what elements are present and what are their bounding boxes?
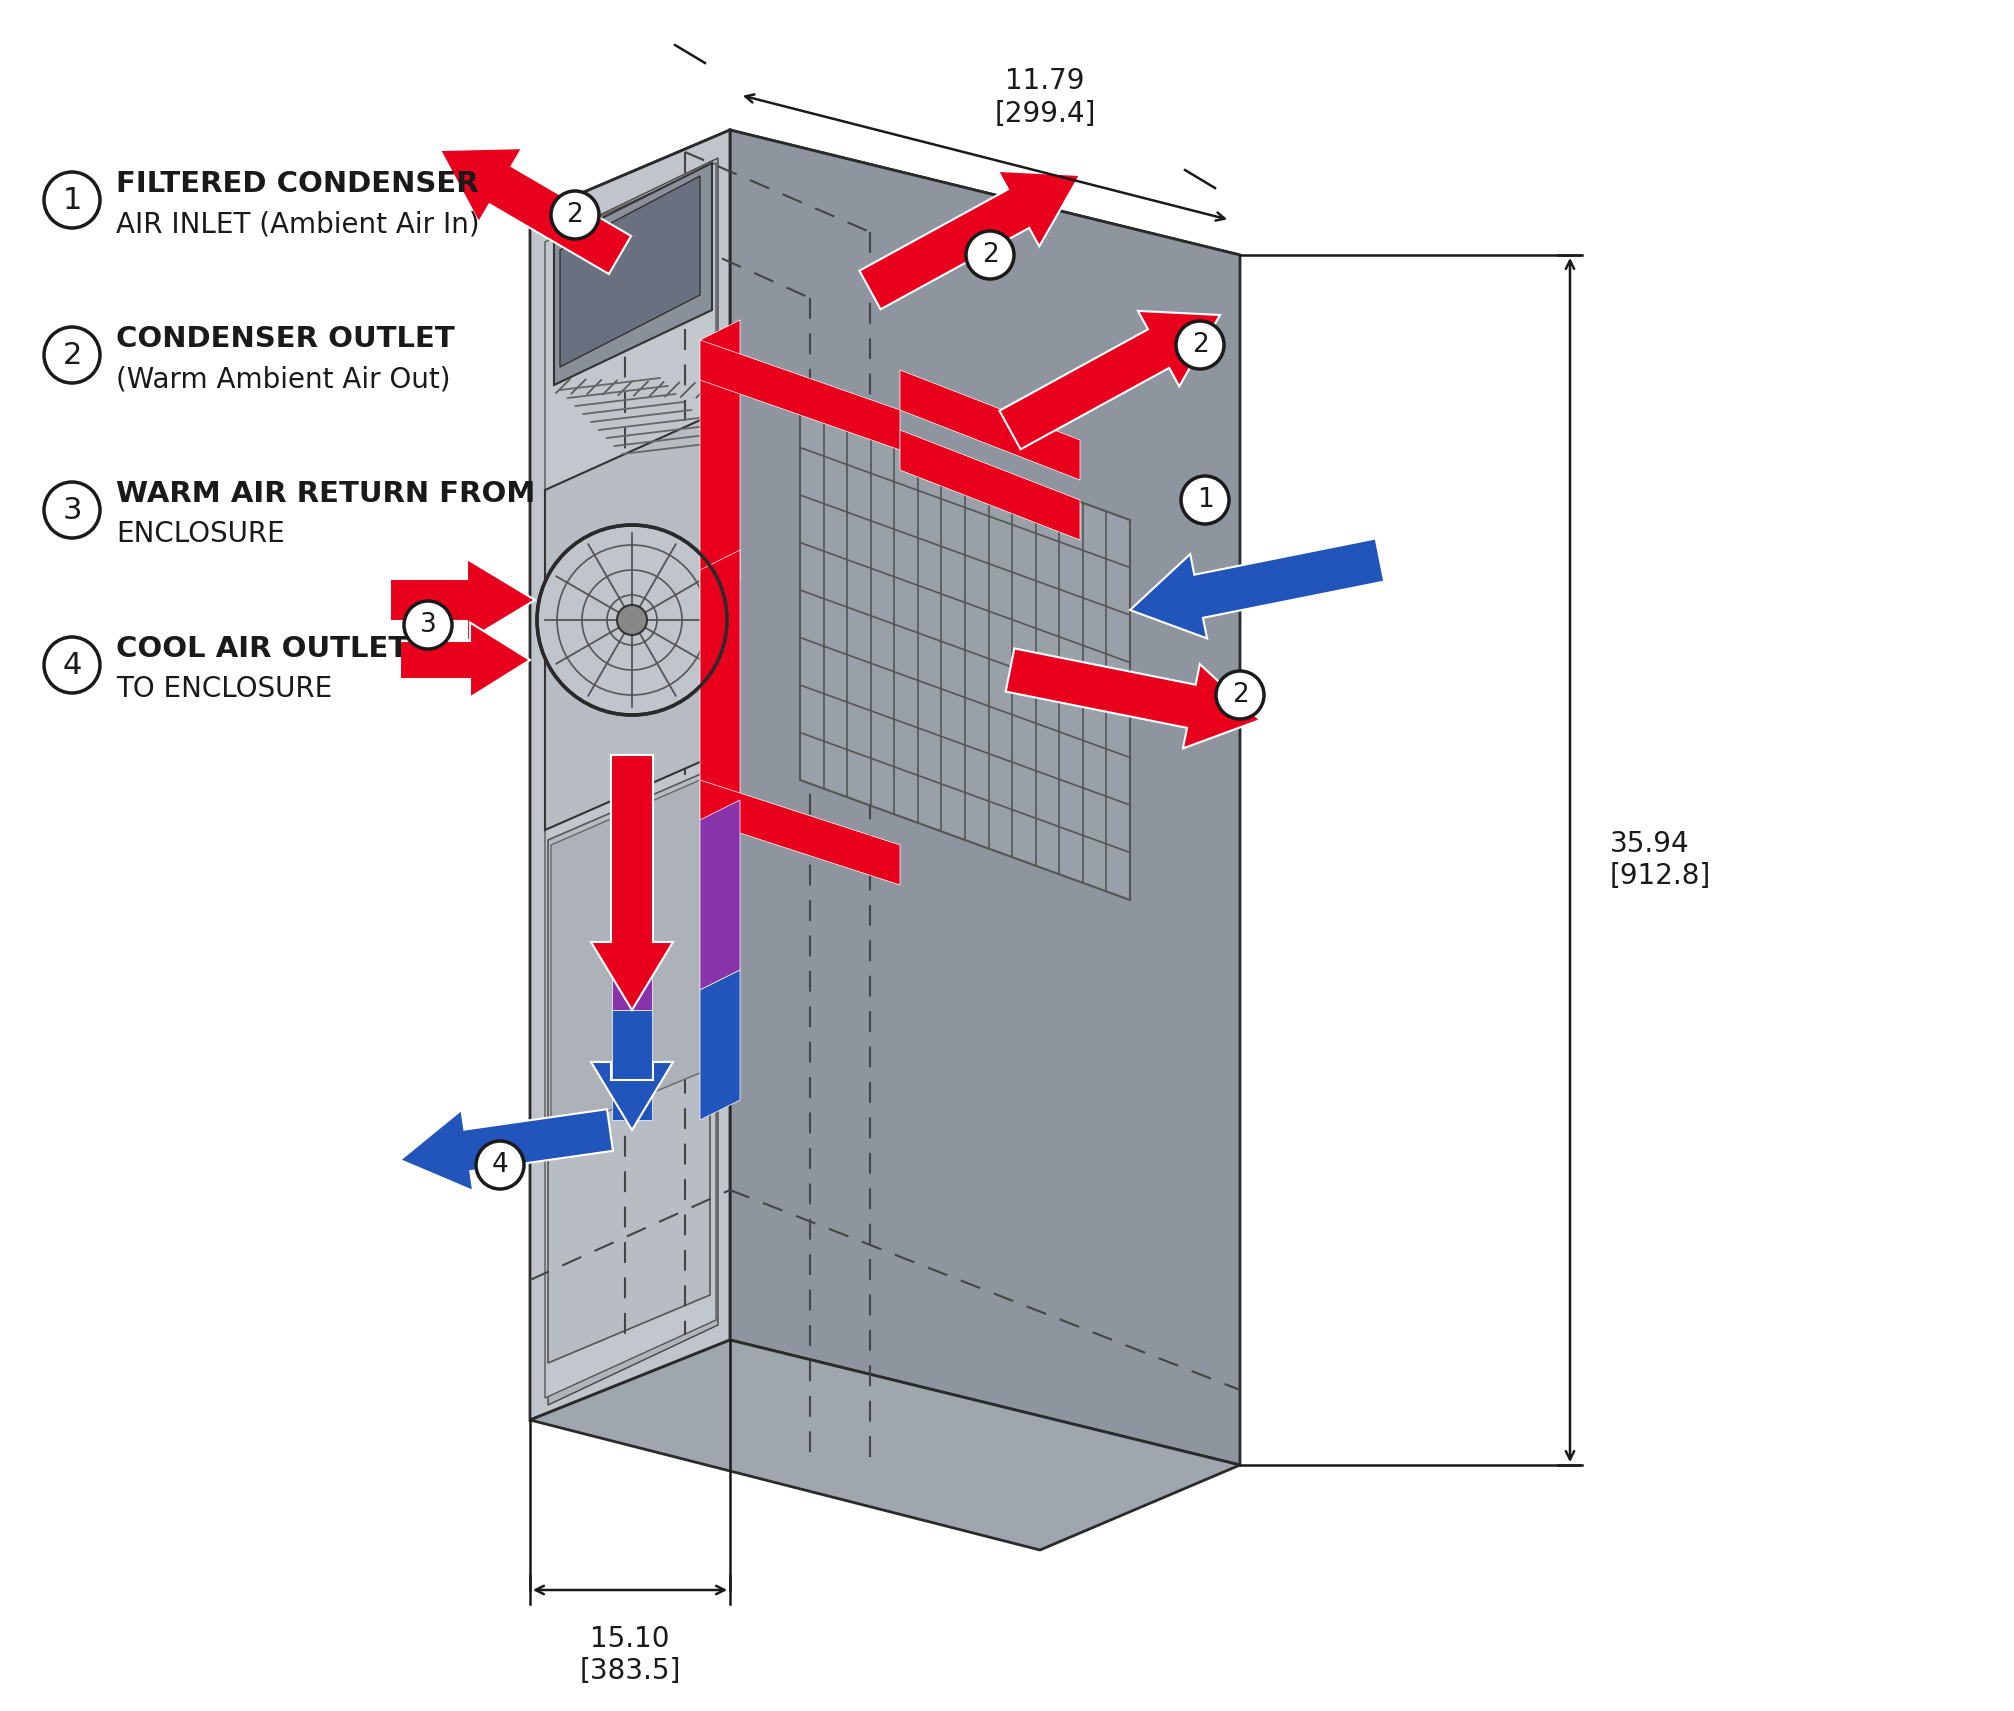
Polygon shape [612, 760, 651, 869]
Circle shape [1216, 671, 1265, 719]
Polygon shape [546, 412, 717, 830]
Text: 2: 2 [62, 340, 83, 370]
Text: 4: 4 [491, 1152, 508, 1177]
Polygon shape [590, 755, 673, 1009]
Text: 11.79
[299.4]: 11.79 [299.4] [995, 67, 1096, 128]
Text: 4: 4 [62, 650, 83, 679]
Polygon shape [1005, 648, 1261, 748]
Polygon shape [701, 780, 900, 885]
Text: ENCLOSURE: ENCLOSURE [117, 520, 284, 548]
Polygon shape [530, 130, 1241, 340]
Polygon shape [800, 400, 1130, 900]
Circle shape [967, 231, 1013, 279]
Polygon shape [546, 163, 717, 1398]
Text: CONDENSER OUTLET: CONDENSER OUTLET [117, 325, 455, 352]
Text: 2: 2 [1192, 332, 1208, 358]
Polygon shape [439, 149, 630, 274]
Polygon shape [548, 770, 711, 1364]
Circle shape [552, 192, 598, 240]
Text: COOL AIR OUTLET: COOL AIR OUTLET [117, 635, 409, 662]
Polygon shape [391, 559, 536, 642]
Polygon shape [530, 1340, 1241, 1550]
Text: TO ENCLOSURE: TO ENCLOSURE [117, 676, 332, 703]
Text: WARM AIR RETURN FROM: WARM AIR RETURN FROM [117, 481, 536, 508]
Circle shape [44, 636, 101, 693]
Polygon shape [1130, 539, 1384, 638]
Polygon shape [900, 370, 1080, 481]
Polygon shape [552, 777, 707, 1134]
Polygon shape [860, 171, 1080, 310]
Text: 2: 2 [981, 241, 999, 269]
Polygon shape [612, 760, 653, 921]
Text: 1: 1 [1196, 488, 1212, 513]
Text: 1: 1 [62, 185, 83, 214]
Polygon shape [701, 801, 739, 991]
Circle shape [475, 1141, 524, 1189]
Circle shape [538, 525, 727, 715]
Polygon shape [590, 1063, 673, 1129]
Polygon shape [560, 176, 701, 366]
Polygon shape [900, 429, 1080, 541]
Circle shape [44, 173, 101, 228]
Polygon shape [701, 340, 900, 450]
Text: 3: 3 [419, 613, 437, 638]
Polygon shape [401, 1109, 612, 1191]
Text: 15.10
[383.5]: 15.10 [383.5] [580, 1625, 681, 1685]
Polygon shape [548, 157, 719, 1405]
Text: 35.94
[912.8]: 35.94 [912.8] [1609, 830, 1712, 890]
Polygon shape [530, 130, 729, 1420]
Polygon shape [554, 163, 713, 385]
Circle shape [405, 601, 451, 648]
Polygon shape [999, 311, 1220, 450]
Circle shape [44, 483, 101, 537]
Polygon shape [612, 1009, 653, 1121]
Polygon shape [701, 320, 739, 601]
Polygon shape [401, 623, 530, 698]
Text: 2: 2 [1233, 683, 1249, 708]
Text: 3: 3 [62, 496, 83, 525]
Polygon shape [701, 549, 739, 820]
Text: (Warm Ambient Air Out): (Warm Ambient Air Out) [117, 364, 451, 394]
Text: 2: 2 [566, 202, 584, 228]
Circle shape [1180, 476, 1229, 524]
Circle shape [616, 606, 646, 635]
Circle shape [44, 327, 101, 383]
Polygon shape [612, 921, 653, 1009]
Text: AIR INLET (Ambient Air In): AIR INLET (Ambient Air In) [117, 210, 479, 238]
Polygon shape [701, 970, 739, 1121]
Text: FILTERED CONDENSER: FILTERED CONDENSER [117, 169, 479, 198]
Polygon shape [729, 130, 1241, 1465]
Circle shape [1176, 322, 1225, 370]
